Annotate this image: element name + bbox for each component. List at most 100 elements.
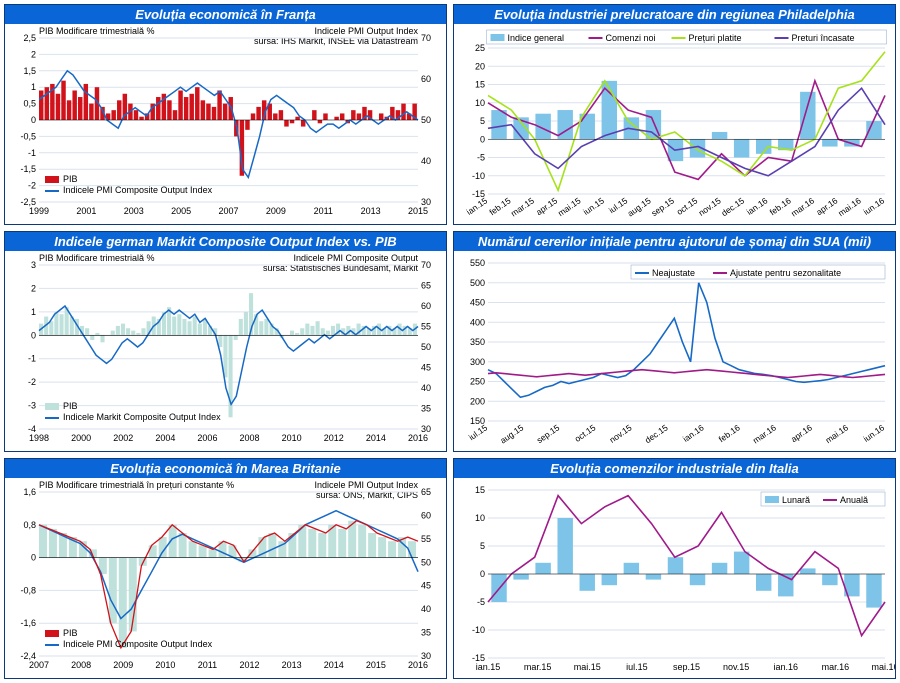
svg-text:1: 1 xyxy=(31,82,36,92)
svg-text:2010: 2010 xyxy=(282,433,302,443)
svg-text:mar.15: mar.15 xyxy=(524,662,552,672)
svg-text:40: 40 xyxy=(421,604,431,614)
svg-text:Indicele Markit Composite Outp: Indicele Markit Composite Output Index xyxy=(63,412,221,422)
svg-text:nov.15: nov.15 xyxy=(697,195,723,218)
svg-text:ian.16: ian.16 xyxy=(773,662,798,672)
svg-text:aug.15: aug.15 xyxy=(626,195,653,218)
svg-text:-10: -10 xyxy=(472,171,485,181)
chart-italy: -15-10-5051015ian.15mar.15mai.15iul.15se… xyxy=(454,478,895,678)
svg-text:450: 450 xyxy=(470,298,485,308)
svg-text:2016: 2016 xyxy=(408,660,428,670)
svg-text:Indicele PMI Output Index: Indicele PMI Output Index xyxy=(314,26,418,36)
svg-text:Prețuri platite: Prețuri platite xyxy=(689,33,742,43)
svg-text:300: 300 xyxy=(470,357,485,367)
svg-text:-5: -5 xyxy=(477,153,485,163)
svg-text:0,8: 0,8 xyxy=(23,520,36,530)
svg-text:45: 45 xyxy=(421,363,431,373)
svg-text:35: 35 xyxy=(421,628,431,638)
svg-text:sep.15: sep.15 xyxy=(535,422,562,445)
svg-text:aug.15: aug.15 xyxy=(498,422,525,445)
svg-text:50: 50 xyxy=(421,342,431,352)
svg-text:35: 35 xyxy=(421,404,431,414)
svg-text:55: 55 xyxy=(421,322,431,332)
panel-germany: Indicele german Markit Composite Output … xyxy=(4,231,447,452)
svg-text:iul.15: iul.15 xyxy=(626,662,648,672)
svg-text:-10: -10 xyxy=(472,625,485,635)
panel-title: Evoluția industriei prelucratoare din re… xyxy=(454,5,895,24)
svg-text:dec.15: dec.15 xyxy=(719,195,746,218)
svg-text:-3: -3 xyxy=(28,401,36,411)
svg-text:-0,8: -0,8 xyxy=(20,585,36,595)
svg-text:Ajustate pentru sezonalitate: Ajustate pentru sezonalitate xyxy=(730,268,841,278)
svg-text:iun.16: iun.16 xyxy=(861,422,886,444)
svg-text:apr.15: apr.15 xyxy=(534,195,559,217)
chart-uk: PIB Modificare trimestrială în prețuri c… xyxy=(5,478,446,678)
svg-text:2008: 2008 xyxy=(71,660,91,670)
svg-text:Indicele PMI Composite Output: Indicele PMI Composite Output Index xyxy=(63,185,213,195)
svg-text:feb.16: feb.16 xyxy=(768,195,793,217)
svg-text:ian.15: ian.15 xyxy=(476,662,501,672)
svg-text:PIB Modificare trimestrială în: PIB Modificare trimestrială în prețuri c… xyxy=(39,480,234,490)
svg-text:2015: 2015 xyxy=(408,206,428,216)
svg-text:PIB: PIB xyxy=(63,401,78,411)
chart-philly: -15-10-50510152025ian.15feb.15mar.15apr.… xyxy=(454,24,895,224)
svg-text:45: 45 xyxy=(421,581,431,591)
svg-text:mar.16: mar.16 xyxy=(751,422,778,445)
svg-text:iun.15: iun.15 xyxy=(581,195,606,217)
svg-text:20: 20 xyxy=(475,61,485,71)
svg-text:Indicele PMI Composite Output: Indicele PMI Composite Output Index xyxy=(63,639,213,649)
svg-text:500: 500 xyxy=(470,278,485,288)
svg-text:15: 15 xyxy=(475,80,485,90)
svg-text:oct.15: oct.15 xyxy=(675,195,700,217)
svg-text:1999: 1999 xyxy=(29,206,49,216)
svg-text:-0,5: -0,5 xyxy=(20,131,36,141)
svg-text:2: 2 xyxy=(31,283,36,293)
svg-text:0: 0 xyxy=(31,553,36,563)
svg-text:25: 25 xyxy=(475,43,485,53)
svg-text:0: 0 xyxy=(31,115,36,125)
svg-text:5: 5 xyxy=(480,541,485,551)
svg-text:Neajustate: Neajustate xyxy=(652,268,695,278)
panel-title: Indicele german Markit Composite Output … xyxy=(5,232,446,251)
svg-text:1: 1 xyxy=(31,307,36,317)
svg-text:2003: 2003 xyxy=(124,206,144,216)
svg-text:40: 40 xyxy=(421,383,431,393)
svg-text:-1,6: -1,6 xyxy=(20,618,36,628)
svg-text:0: 0 xyxy=(480,134,485,144)
svg-text:65: 65 xyxy=(421,281,431,291)
svg-text:2013: 2013 xyxy=(282,660,302,670)
svg-text:65: 65 xyxy=(421,487,431,497)
svg-text:1,5: 1,5 xyxy=(23,66,36,76)
svg-text:2016: 2016 xyxy=(408,433,428,443)
svg-text:2010: 2010 xyxy=(155,660,175,670)
svg-text:Indice general: Indice general xyxy=(508,33,565,43)
chart-germany: PIB Modificare trimestrială %Indicele PM… xyxy=(5,251,446,451)
svg-text:2007: 2007 xyxy=(218,206,238,216)
svg-text:mai.15: mai.15 xyxy=(574,662,601,672)
svg-text:200: 200 xyxy=(470,396,485,406)
svg-text:2000: 2000 xyxy=(71,433,91,443)
svg-text:15: 15 xyxy=(475,485,485,495)
svg-text:-1: -1 xyxy=(28,354,36,364)
charts-grid: Evoluția economică în Franța PIB Modific… xyxy=(0,0,900,683)
svg-text:50: 50 xyxy=(421,557,431,567)
panel-title: Evoluția economică în Franța xyxy=(5,5,446,24)
svg-text:5: 5 xyxy=(480,116,485,126)
svg-text:2014: 2014 xyxy=(366,433,386,443)
svg-text:ian.16: ian.16 xyxy=(745,195,770,217)
panel-title: Numărul cererilor inițiale pentru ajutor… xyxy=(454,232,895,251)
svg-text:2011: 2011 xyxy=(198,660,217,670)
svg-text:ian.16: ian.16 xyxy=(681,422,706,444)
svg-text:Anuală: Anuală xyxy=(840,495,868,505)
svg-text:mar.16: mar.16 xyxy=(789,195,816,218)
svg-text:feb.15: feb.15 xyxy=(487,195,512,217)
svg-text:2001: 2001 xyxy=(76,206,96,216)
svg-text:70: 70 xyxy=(421,33,431,43)
svg-text:2,5: 2,5 xyxy=(23,33,36,43)
svg-text:mai.15: mai.15 xyxy=(556,195,583,218)
svg-text:PIB Modificare trimestrială %: PIB Modificare trimestrială % xyxy=(39,253,155,263)
svg-text:mai.16: mai.16 xyxy=(836,195,863,218)
svg-text:60: 60 xyxy=(421,301,431,311)
panel-italy: Evoluția comenzilor industriale din Ital… xyxy=(453,458,896,679)
svg-text:PIB: PIB xyxy=(63,628,78,638)
